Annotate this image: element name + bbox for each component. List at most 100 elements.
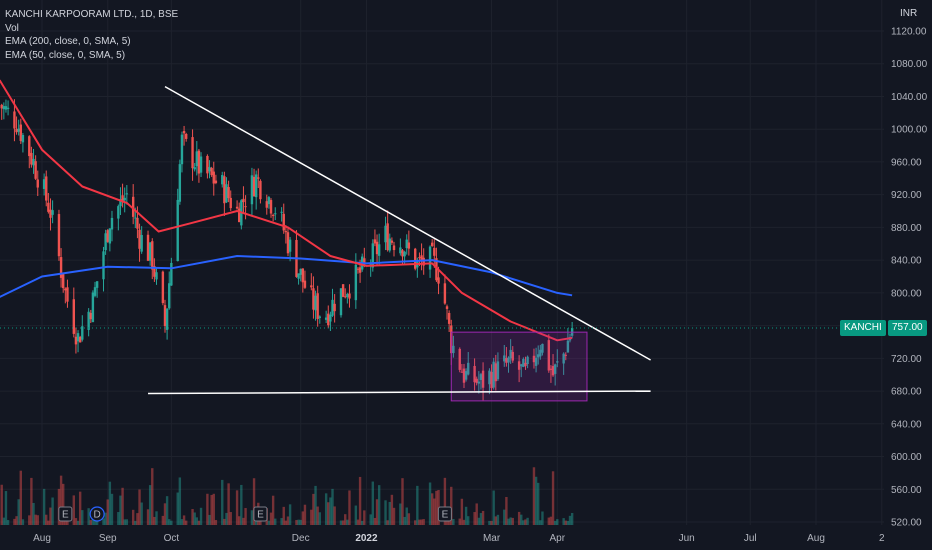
volume-bar xyxy=(13,518,16,525)
volume-bar xyxy=(76,520,80,525)
candle-body xyxy=(390,240,394,243)
volume-bar xyxy=(303,504,307,525)
candle-body xyxy=(354,264,358,301)
candle-body xyxy=(138,229,141,249)
volume-bar xyxy=(136,513,139,525)
volume-bar xyxy=(4,491,8,525)
volume-bar xyxy=(235,490,239,525)
volume-bar xyxy=(49,507,52,525)
candle-body xyxy=(373,239,377,244)
volume-bar xyxy=(356,519,360,525)
candle-body xyxy=(522,358,525,367)
candle-body xyxy=(344,296,347,298)
legend-ema-50[interactable]: EMA (50, close, 0, SMA, 5) xyxy=(5,49,126,61)
volume-bar xyxy=(108,481,112,525)
candle-body xyxy=(392,245,396,251)
candle-body xyxy=(475,378,478,383)
volume-bar xyxy=(475,503,478,525)
volume-bar xyxy=(0,484,3,525)
volume-bar xyxy=(403,516,406,525)
candle-body xyxy=(36,179,39,188)
marker-label: E xyxy=(62,510,69,521)
volume-bar xyxy=(537,482,540,525)
candle-body xyxy=(51,210,54,215)
volume-bar xyxy=(422,519,425,525)
candle-body xyxy=(66,287,69,302)
volume-bar xyxy=(176,492,179,525)
candle-body xyxy=(509,349,512,359)
symbol-title[interactable]: KANCHI KARPOORAM LTD., 1D, BSE xyxy=(5,9,179,20)
volume-bar xyxy=(462,519,466,525)
candle-body xyxy=(250,175,254,205)
volume-bar xyxy=(405,507,408,525)
candle-body xyxy=(151,241,154,270)
candle-body xyxy=(238,208,241,223)
volume-bar xyxy=(363,510,366,525)
candle-body xyxy=(123,197,126,201)
volume-bar xyxy=(570,512,574,525)
candle-body xyxy=(254,174,258,198)
candle-body xyxy=(341,284,345,297)
candle-body xyxy=(452,345,455,354)
candle-body xyxy=(182,130,186,134)
volume-bar xyxy=(87,508,90,525)
volume-bar xyxy=(401,478,404,525)
candle-body xyxy=(541,343,544,353)
volume-bar xyxy=(344,514,347,525)
volume-bar xyxy=(125,519,129,525)
candle-body xyxy=(524,362,527,367)
candle-body xyxy=(511,351,514,361)
volume-bar xyxy=(95,520,99,525)
candle-body xyxy=(490,371,493,389)
time-axis[interactable]: Aug Sep Oct Dec 2022 Mar Apr Jun Jul Aug 2 xyxy=(33,533,885,544)
candle-body xyxy=(556,361,559,363)
y-tick-label: 680.00 xyxy=(891,387,922,398)
candle-body xyxy=(121,195,124,203)
y-tick-label: 800.00 xyxy=(891,288,922,299)
candle-body xyxy=(537,354,540,358)
candle-body xyxy=(420,255,423,261)
volume-bar xyxy=(301,511,305,525)
candle-body xyxy=(433,247,436,256)
volume-bar xyxy=(288,504,292,525)
candle-body xyxy=(76,333,80,342)
volume-bar xyxy=(151,468,154,525)
volume-bar xyxy=(284,520,288,525)
candle-body xyxy=(34,161,37,179)
candle-body xyxy=(526,356,529,365)
candle-body xyxy=(269,200,273,214)
candle-body xyxy=(195,151,198,167)
candle-body xyxy=(460,371,464,373)
candle-body xyxy=(0,104,3,109)
volume-bar xyxy=(428,482,432,525)
volume-bar xyxy=(134,520,137,525)
x-tick-label: Jul xyxy=(744,533,757,544)
candle-body xyxy=(210,168,213,176)
volume-bar xyxy=(312,493,315,525)
x-tick-label: Mar xyxy=(483,533,501,544)
volume-bar xyxy=(524,519,527,525)
candle-body xyxy=(102,251,105,280)
volume-bar xyxy=(418,519,421,525)
volume-bar xyxy=(146,509,150,525)
volume-bar xyxy=(238,516,241,525)
candle-body xyxy=(212,171,215,184)
candle-body xyxy=(496,361,500,380)
legend-volume[interactable]: Vol xyxy=(5,22,19,34)
volume-bar xyxy=(165,496,169,525)
volume-bar xyxy=(532,467,536,525)
price-axis[interactable]: 1120.00 1080.00 1040.00 1000.00 960.00 920.00… xyxy=(891,27,928,529)
legend-ema-200[interactable]: EMA (200, close, 0, SMA, 5) xyxy=(5,36,131,47)
candle-body xyxy=(74,336,78,345)
volume-bar xyxy=(568,515,572,525)
candle-body xyxy=(517,361,521,370)
volume-bar xyxy=(562,518,565,525)
candle-body xyxy=(140,234,143,252)
candle-body xyxy=(30,152,33,165)
currency-label: INR xyxy=(900,8,918,19)
candle-body xyxy=(15,128,18,133)
volume-bar xyxy=(91,516,95,525)
volume-bar xyxy=(252,478,256,525)
volume-bar xyxy=(182,515,186,525)
